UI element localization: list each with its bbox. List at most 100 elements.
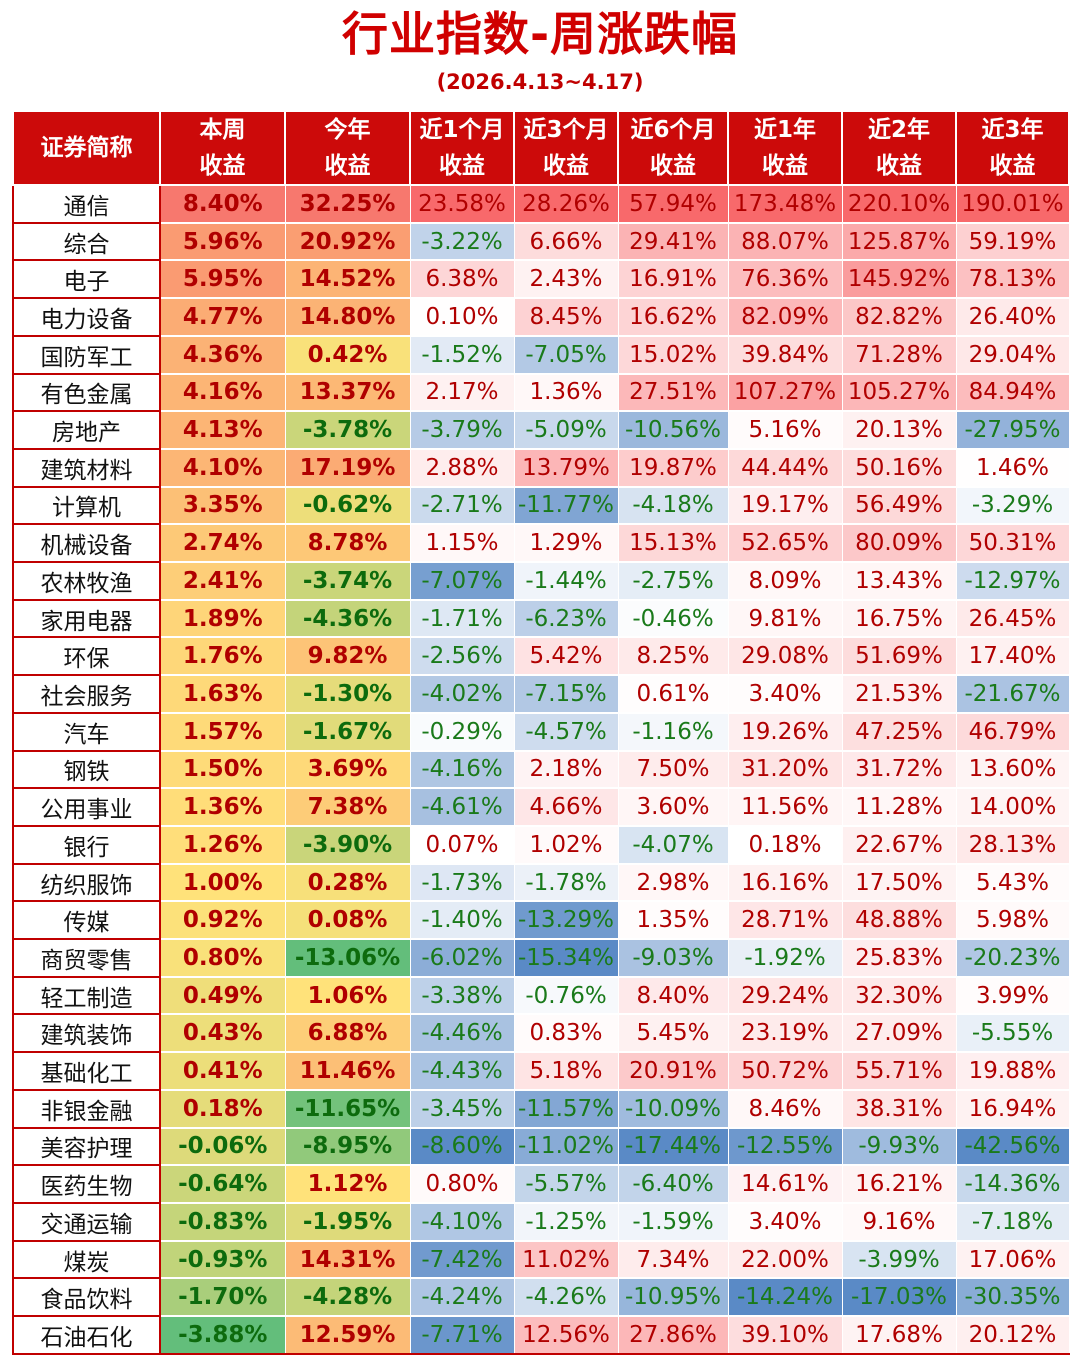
return-value-cell: -1.67% [285, 712, 411, 752]
return-value-cell: -3.90% [285, 825, 411, 865]
industry-name-cell: 传媒 [12, 901, 161, 941]
industry-name-cell: 计算机 [12, 486, 161, 526]
table-row: 建筑材料 4.10% 17.19% 2.88% 13.79% 19.87% 44.44% 50… [12, 448, 1070, 488]
return-value-cell: 13.43% [842, 562, 957, 601]
return-value-cell: 22.67% [842, 825, 957, 865]
return-value-cell: 0.41% [160, 1052, 286, 1091]
return-value-cell: -3.38% [410, 976, 515, 1016]
return-value-cell: 17.40% [956, 637, 1070, 677]
industry-name-cell: 煤炭 [12, 1240, 161, 1280]
return-value-cell: 7.34% [618, 1240, 729, 1280]
return-value-cell: -4.10% [410, 1202, 515, 1242]
return-value-cell: 9.81% [728, 599, 843, 639]
industry-name-cell: 交通运输 [12, 1202, 161, 1242]
return-value-cell: 16.16% [728, 863, 843, 903]
return-value-cell: 3.99% [956, 976, 1070, 1016]
return-value-cell: 46.79% [956, 712, 1070, 752]
return-value-cell: 28.26% [514, 185, 619, 224]
return-value-cell: -5.55% [956, 1014, 1070, 1054]
column-header-line: 收益 [876, 153, 922, 179]
return-value-cell: 39.84% [728, 335, 843, 375]
return-value-cell: 15.13% [618, 524, 729, 564]
return-value-cell: 12.56% [514, 1316, 619, 1355]
column-header: 近1个月 收益 [409, 110, 515, 186]
return-value-cell: -7.18% [956, 1202, 1070, 1242]
return-value-cell: -21.67% [956, 675, 1070, 714]
return-value-cell: 6.66% [514, 222, 619, 262]
return-value-cell: 220.10% [842, 185, 957, 224]
industry-name-cell: 房地产 [12, 411, 161, 450]
page-title: 行业指数-周涨跌幅 [341, 7, 739, 61]
return-value-cell: 14.31% [285, 1240, 411, 1280]
return-value-cell: 55.71% [842, 1052, 957, 1091]
return-value-cell: 0.49% [160, 976, 286, 1016]
column-header-line: 收益 [989, 153, 1036, 179]
return-value-cell: -0.83% [160, 1202, 286, 1242]
return-value-cell: -11.65% [285, 1089, 411, 1129]
table-row: 石油石化 -3.88% 12.59% -7.71% 12.56% 27.86% 39.10%… [12, 1316, 1070, 1355]
column-header: 本周 收益 [159, 110, 286, 186]
return-value-cell: -12.97% [956, 562, 1070, 601]
return-value-cell: -20.23% [956, 939, 1070, 978]
return-value-cell: -0.76% [514, 976, 619, 1016]
return-value-cell: 0.18% [728, 825, 843, 865]
column-header-line: 收益 [762, 153, 808, 179]
column-header-line: 收益 [543, 153, 589, 179]
return-value-cell: 5.42% [514, 637, 619, 677]
return-value-cell: 0.08% [285, 901, 411, 941]
return-value-cell: 16.91% [618, 260, 729, 300]
return-value-cell: 2.18% [514, 750, 619, 790]
return-value-cell: 26.40% [956, 298, 1070, 337]
return-value-cell: 8.40% [160, 185, 286, 224]
return-value-cell: 4.13% [160, 411, 286, 450]
column-header-line: 近1个月 [419, 117, 505, 143]
return-value-cell: -1.78% [514, 863, 619, 903]
table-row: 轻工制造 0.49% 1.06% -3.38% -0.76% 8.40% 29.24% 32.… [12, 976, 1070, 1016]
column-header-line: 今年 [324, 117, 371, 143]
return-value-cell: -7.05% [514, 335, 619, 375]
return-value-cell: -13.29% [514, 901, 619, 941]
return-value-cell: 50.31% [956, 524, 1070, 564]
return-value-cell: -17.44% [618, 1127, 729, 1167]
return-value-cell: 4.36% [160, 335, 286, 375]
return-value-cell: 23.58% [410, 185, 515, 224]
return-value-cell: 11.46% [285, 1052, 411, 1091]
return-value-cell: 1.36% [160, 788, 286, 827]
return-value-cell: -1.25% [514, 1202, 619, 1242]
return-value-cell: 19.88% [956, 1052, 1070, 1091]
return-value-cell: 15.02% [618, 335, 729, 375]
return-value-cell: -17.03% [842, 1278, 957, 1318]
return-value-cell: 1.76% [160, 637, 286, 677]
return-value-cell: 11.28% [842, 788, 957, 827]
return-value-cell: 4.10% [160, 448, 286, 488]
industry-name-cell: 美容护理 [12, 1127, 161, 1167]
return-value-cell: -14.36% [956, 1165, 1070, 1204]
return-value-cell: 5.95% [160, 260, 286, 300]
return-value-cell: 56.49% [842, 486, 957, 526]
return-value-cell: 1.29% [514, 524, 619, 564]
return-value-cell: 0.18% [160, 1089, 286, 1129]
column-header-line: 证券简称 [40, 135, 133, 161]
column-header: 近3个月 收益 [513, 110, 619, 186]
return-value-cell: 8.25% [618, 637, 729, 677]
return-value-cell: 71.28% [842, 335, 957, 375]
return-value-cell: 17.06% [956, 1240, 1070, 1280]
column-header-line: 收益 [324, 153, 371, 179]
return-value-cell: -4.57% [514, 712, 619, 752]
table-row: 非银金融 0.18% -11.65% -3.45% -11.57% -10.09% 8.46… [12, 1089, 1070, 1129]
return-value-cell: 0.92% [160, 901, 286, 941]
column-header-line: 近6个月 [630, 117, 716, 143]
return-value-cell: 19.26% [728, 712, 843, 752]
return-value-cell: 3.40% [728, 1202, 843, 1242]
return-value-cell: 13.60% [956, 750, 1070, 790]
return-value-cell: 1.15% [410, 524, 515, 564]
return-value-cell: 107.27% [728, 373, 843, 413]
return-value-cell: -1.59% [618, 1202, 729, 1242]
table-row: 煤炭 -0.93% 14.31% -7.42% 11.02% 7.34% 22.00% -3.… [12, 1240, 1070, 1280]
return-value-cell: 1.36% [514, 373, 619, 413]
return-value-cell: 2.41% [160, 562, 286, 601]
return-value-cell: -3.45% [410, 1089, 515, 1129]
return-value-cell: 31.72% [842, 750, 957, 790]
industry-name-cell: 公用事业 [12, 788, 161, 827]
return-value-cell: -10.56% [618, 411, 729, 450]
